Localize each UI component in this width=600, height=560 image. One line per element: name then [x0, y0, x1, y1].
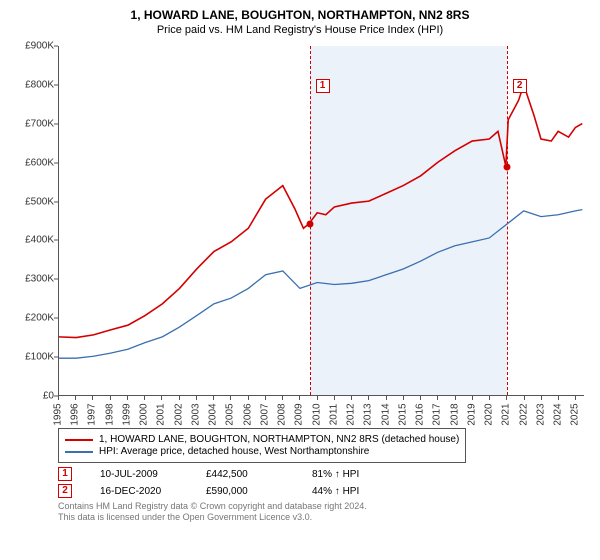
- y-axis-label: £600K: [12, 157, 54, 168]
- x-axis-label: 2011: [328, 401, 339, 429]
- legend-swatch: [65, 439, 93, 441]
- y-axis-label: £900K: [12, 41, 54, 52]
- chart-subtitle: Price paid vs. HM Land Registry's House …: [12, 24, 588, 36]
- y-axis-label: £300K: [12, 274, 54, 285]
- event-pct: 44% ↑ HPI: [312, 486, 390, 497]
- x-axis-label: 2000: [139, 401, 150, 429]
- y-axis-label: £500K: [12, 196, 54, 207]
- x-axis-label: 2018: [449, 401, 460, 429]
- x-axis-label: 2023: [535, 401, 546, 429]
- series-hpi: [59, 210, 582, 359]
- event-row: 2 16-DEC-2020 £590,000 44% ↑ HPI: [58, 484, 588, 498]
- x-axis-label: 1999: [121, 401, 132, 429]
- x-axis-label: 2021: [501, 401, 512, 429]
- x-axis-label: 2001: [156, 401, 167, 429]
- x-axis-label: 2008: [277, 401, 288, 429]
- y-axis-label: £800K: [12, 79, 54, 90]
- y-axis-label: £700K: [12, 118, 54, 129]
- x-axis-label: 2019: [466, 401, 477, 429]
- x-axis-label: 2020: [484, 401, 495, 429]
- x-axis-label: 2017: [432, 401, 443, 429]
- event-row: 1 10-JUL-2009 £442,500 81% ↑ HPI: [58, 467, 588, 481]
- legend-label: 1, HOWARD LANE, BOUGHTON, NORTHAMPTON, N…: [99, 434, 459, 445]
- legend: 1, HOWARD LANE, BOUGHTON, NORTHAMPTON, N…: [58, 428, 466, 463]
- legend-label: HPI: Average price, detached house, West…: [99, 446, 369, 457]
- event-marker-box: 1: [316, 79, 330, 93]
- x-axis-label: 2014: [380, 401, 391, 429]
- y-axis-label: £400K: [12, 235, 54, 246]
- x-axis-label: 2007: [259, 401, 270, 429]
- legend-swatch: [65, 451, 93, 453]
- plot-area: 12: [58, 46, 584, 396]
- chart: 12 £0£100K£200K£300K£400K£500K£600K£700K…: [12, 42, 588, 422]
- chart-svg: [59, 46, 584, 395]
- x-axis-label: 2016: [415, 401, 426, 429]
- x-axis-label: 2010: [311, 401, 322, 429]
- y-axis-label: £0: [12, 391, 54, 402]
- x-axis-label: 2015: [397, 401, 408, 429]
- x-axis-label: 2006: [242, 401, 253, 429]
- series-price_paid: [59, 85, 582, 338]
- event-marker-box: 2: [513, 79, 527, 93]
- x-axis-label: 1997: [87, 401, 98, 429]
- x-axis-label: 2009: [294, 401, 305, 429]
- chart-title: 1, HOWARD LANE, BOUGHTON, NORTHAMPTON, N…: [12, 8, 588, 22]
- event-row-marker: 2: [58, 484, 72, 498]
- legend-row: HPI: Average price, detached house, West…: [65, 446, 459, 457]
- x-axis-label: 2013: [363, 401, 374, 429]
- x-axis-label: 1995: [53, 401, 64, 429]
- legend-row: 1, HOWARD LANE, BOUGHTON, NORTHAMPTON, N…: [65, 434, 459, 445]
- footer-attribution: Contains HM Land Registry data © Crown c…: [58, 501, 588, 524]
- event-dot: [503, 163, 510, 170]
- x-axis-label: 2004: [208, 401, 219, 429]
- x-axis-label: 2024: [553, 401, 564, 429]
- y-axis-label: £200K: [12, 313, 54, 324]
- x-axis-label: 2012: [346, 401, 357, 429]
- x-axis-label: 2005: [225, 401, 236, 429]
- event-dot: [306, 221, 313, 228]
- events-table: 1 10-JUL-2009 £442,500 81% ↑ HPI 2 16-DEC-202…: [58, 467, 588, 498]
- x-axis-label: 1996: [70, 401, 81, 429]
- x-axis-label: 2003: [190, 401, 201, 429]
- y-axis-label: £100K: [12, 352, 54, 363]
- event-price: £442,500: [206, 469, 284, 480]
- x-axis-label: 2022: [518, 401, 529, 429]
- x-axis-label: 2002: [173, 401, 184, 429]
- footer-line2: This data is licensed under the Open Gov…: [58, 512, 588, 523]
- event-row-marker: 1: [58, 467, 72, 481]
- x-axis-label: 2025: [570, 401, 581, 429]
- event-date: 10-JUL-2009: [100, 469, 178, 480]
- event-pct: 81% ↑ HPI: [312, 469, 390, 480]
- footer-line1: Contains HM Land Registry data © Crown c…: [58, 501, 588, 512]
- event-price: £590,000: [206, 486, 284, 497]
- event-date: 16-DEC-2020: [100, 486, 178, 497]
- x-axis-label: 1998: [104, 401, 115, 429]
